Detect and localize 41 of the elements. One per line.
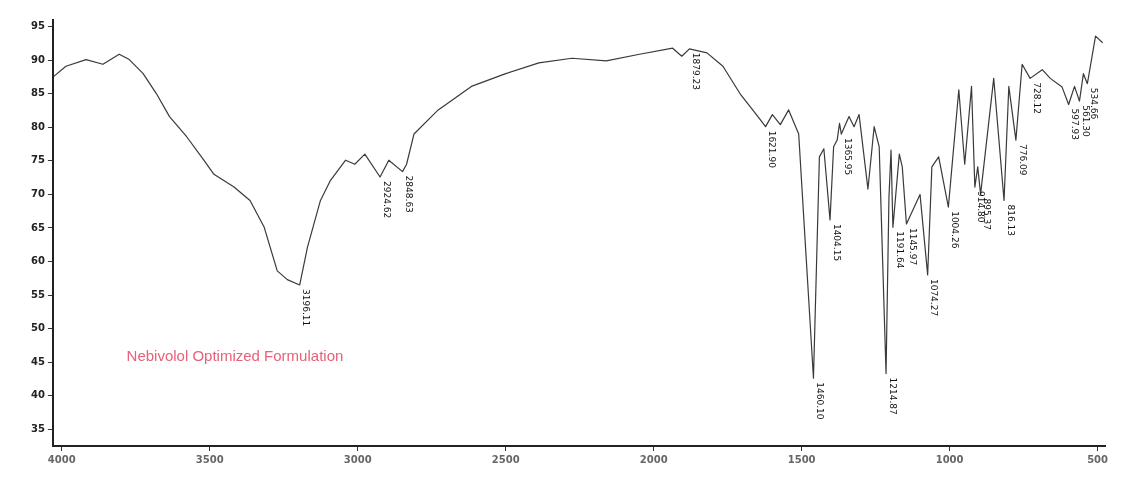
annotation: 2924.62 <box>381 180 392 219</box>
x-tick-label: 1500 <box>787 453 816 465</box>
y-tick-label: 50 <box>30 322 45 334</box>
annotation: 1460.10 <box>815 382 826 420</box>
y-tick-label: 35 <box>30 422 45 434</box>
x-tick-label: 500 <box>1087 453 1109 465</box>
y-tick-label: 85 <box>30 87 45 99</box>
x-tick-label: 3000 <box>343 453 372 465</box>
annotation: 1145.97 <box>908 227 919 266</box>
annotation: 1214.87 <box>887 377 898 415</box>
annotation: Nebivolol Optimized Formulation <box>126 346 344 364</box>
y-tick-label: 55 <box>30 288 45 300</box>
annotation: 1404.15 <box>831 223 842 262</box>
annotation: 597.93 <box>1070 108 1081 141</box>
y-tick-label: 60 <box>30 255 45 267</box>
annotation: 776.09 <box>1017 144 1028 176</box>
y-tick-label: 70 <box>30 188 45 200</box>
x-tick-label: 3500 <box>195 453 224 465</box>
y-tick-label: 90 <box>30 53 45 65</box>
x-tick-label: 2000 <box>639 453 668 465</box>
annotation: 1621.90 <box>767 130 778 169</box>
y-tick-label: 80 <box>30 120 45 132</box>
y-tick-label: 95 <box>30 20 45 32</box>
annotation: 1004.26 <box>950 211 961 249</box>
annotation: 561.30 <box>1081 105 1092 137</box>
x-tick-label: 1000 <box>935 453 964 465</box>
y-tick-label: 65 <box>30 221 45 233</box>
annotation: 534.66 <box>1089 87 1099 120</box>
annotation: 1074.27 <box>929 278 940 317</box>
annotation: 816.13 <box>1005 204 1016 236</box>
y-tick-label: 75 <box>30 154 45 166</box>
x-tick-label: 4000 <box>47 453 76 465</box>
y-tick-label: 45 <box>30 355 45 367</box>
annotation: 1191.64 <box>894 231 905 269</box>
x-tick-label: 2500 <box>491 453 520 465</box>
y-tick-label: 40 <box>30 389 45 401</box>
annotation: 1879.23 <box>691 52 702 91</box>
annotation: 1365.95 <box>842 138 853 176</box>
annotation: 3196.11 <box>301 288 312 327</box>
annotation: 2848.63 <box>404 175 415 213</box>
annotation: 728.12 <box>1031 82 1042 114</box>
